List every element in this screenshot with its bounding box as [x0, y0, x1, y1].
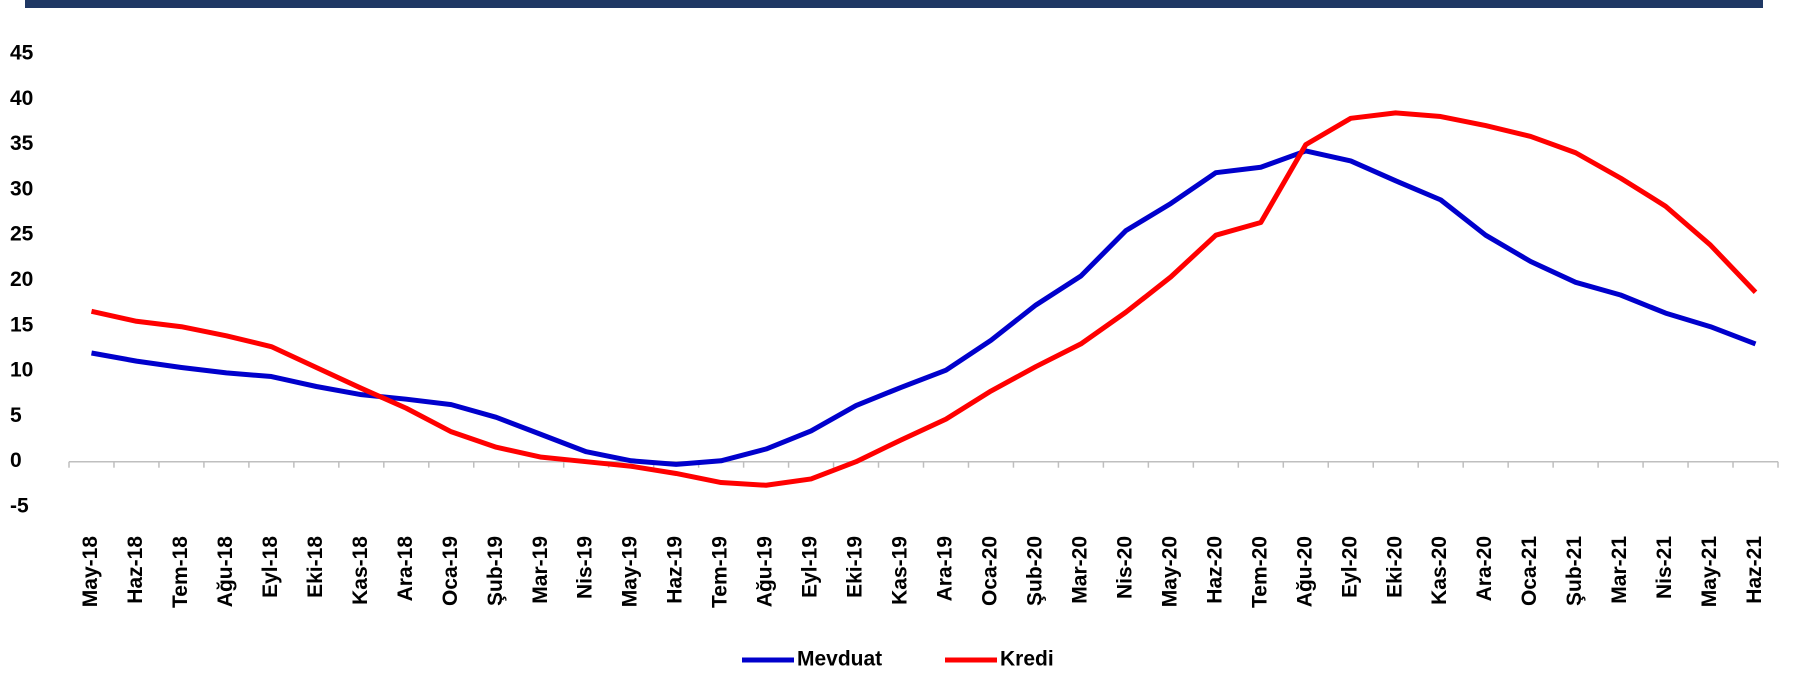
- y-tick-label: 20: [10, 268, 33, 291]
- line-series: [90, 110, 1758, 488]
- x-tick-label: Ağu-20: [1293, 536, 1316, 607]
- x-tick-label: Mar-19: [529, 536, 552, 604]
- x-tick-label: May-18: [79, 536, 102, 608]
- x-tick-label: Haz-18: [124, 536, 147, 604]
- x-tick-label: Eki-20: [1383, 536, 1406, 598]
- y-tick-label: 35: [10, 132, 34, 155]
- x-tick-label: Tem-20: [1248, 536, 1271, 608]
- x-tick-label: Ağu-19: [754, 536, 777, 607]
- x-tick-label: Ara-18: [394, 536, 417, 602]
- x-tick-label: May-19: [619, 536, 642, 607]
- x-tick-label: Ara-20: [1473, 536, 1496, 601]
- x-tick-label: Oca-20: [979, 536, 1002, 606]
- y-tick-label: 25: [10, 223, 34, 246]
- x-tick-label: May-20: [1158, 536, 1181, 607]
- x-tick-label: Eki-19: [844, 536, 867, 598]
- legend-label: Kredi: [1000, 648, 1054, 671]
- x-tick-label: Tem-19: [709, 536, 732, 608]
- x-tick-label: Şub-20: [1023, 536, 1046, 606]
- x-tick-label: Eyl-19: [799, 536, 822, 598]
- y-tick-label: 45: [10, 42, 34, 65]
- x-tick-label: Eki-18: [304, 536, 327, 598]
- x-tick-label: Ara-19: [934, 536, 957, 601]
- y-tick-label: -5: [10, 495, 29, 518]
- x-tick-label: Nis-20: [1113, 536, 1136, 599]
- x-tick-label: Mar-21: [1608, 536, 1631, 604]
- legend-label: Mevduat: [797, 648, 882, 671]
- x-tick-label: Mar-20: [1068, 536, 1091, 604]
- y-tick-label: 40: [10, 87, 33, 110]
- x-tick-label: Nis-21: [1653, 536, 1676, 599]
- x-tick-label: Eyl-20: [1338, 536, 1361, 598]
- x-tick-label: Kas-20: [1428, 536, 1451, 605]
- x-tick-label: Oca-19: [439, 536, 462, 606]
- x-tick-label: Ağu-18: [214, 536, 237, 607]
- x-tick-label: Kas-18: [349, 536, 372, 605]
- x-tick-label: Şub-21: [1563, 536, 1586, 606]
- x-tick-label: Eyl-18: [259, 536, 282, 598]
- y-tick-label: 30: [10, 177, 33, 200]
- x-tick-label: Haz-19: [664, 536, 687, 604]
- x-tick-label: Haz-21: [1743, 536, 1766, 604]
- y-tick-label: 5: [10, 404, 22, 427]
- x-tick-label: Kas-19: [889, 536, 912, 605]
- line-series: [91, 148, 1757, 467]
- x-tick-label: Haz-20: [1203, 536, 1226, 604]
- y-tick-label: 0: [10, 449, 22, 472]
- y-tick-label: 15: [10, 313, 34, 336]
- x-tick-label: May-21: [1698, 536, 1721, 608]
- y-tick-label: 10: [10, 359, 33, 382]
- x-tick-label: Oca-21: [1518, 536, 1541, 606]
- header-bar: [25, 0, 1763, 8]
- x-tick-label: Tem-18: [169, 536, 192, 608]
- x-tick-label: Nis-19: [574, 536, 597, 599]
- x-tick-label: Şub-19: [484, 536, 507, 606]
